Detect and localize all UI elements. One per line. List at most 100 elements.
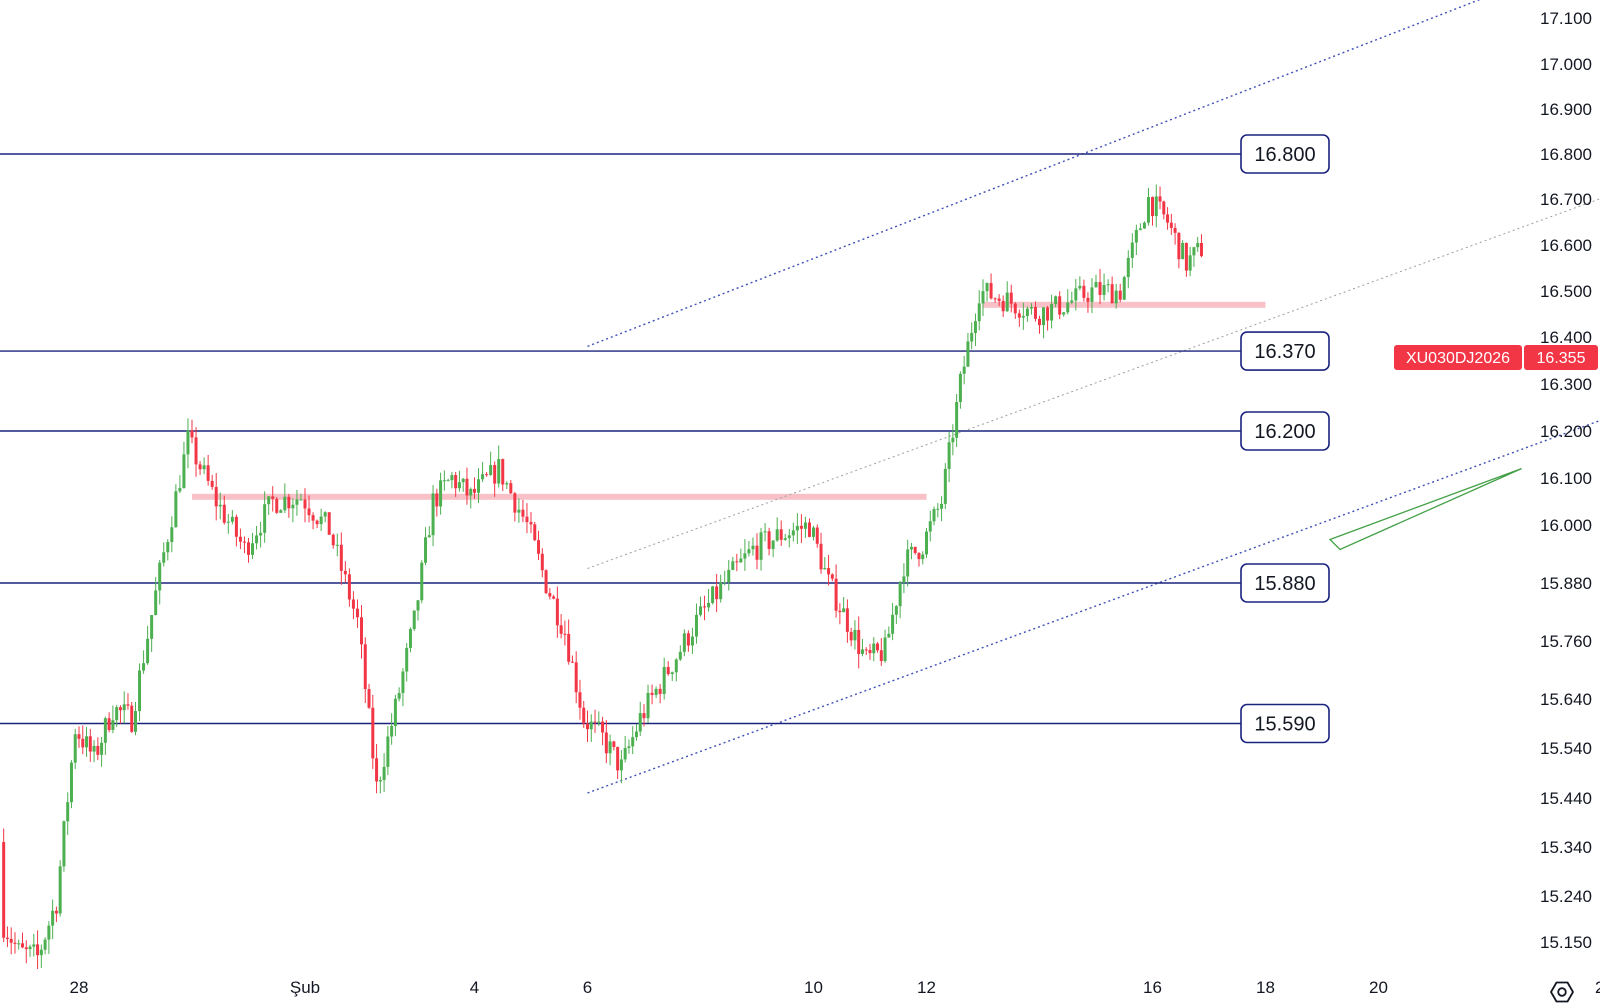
- candle-body: [1134, 229, 1138, 243]
- candle-body: [1005, 292, 1009, 312]
- candle-body: [925, 531, 928, 555]
- candle-body: [868, 649, 872, 654]
- channel-line-lower[interactable]: [587, 398, 1600, 794]
- candle-body: [751, 545, 755, 550]
- candle-body: [238, 536, 242, 542]
- candle-body: [638, 713, 642, 732]
- candle-body: [977, 303, 981, 322]
- candle-body: [473, 488, 476, 493]
- candle-body: [723, 582, 727, 584]
- level-label-box[interactable]: [1240, 563, 1330, 603]
- candle-body: [9, 938, 13, 943]
- y-tick-label: 16.900: [1540, 100, 1592, 119]
- candle-body: [1199, 242, 1203, 257]
- candle-body: [707, 602, 711, 608]
- y-tick-label: 16.600: [1540, 236, 1592, 255]
- candle-body: [43, 939, 47, 950]
- level-label-box[interactable]: [1240, 331, 1330, 371]
- x-tick-label: 18: [1256, 978, 1275, 997]
- candle-body: [1154, 196, 1158, 217]
- candle-body: [887, 633, 891, 638]
- candle-body: [115, 707, 119, 721]
- candle-body: [439, 480, 443, 507]
- candle-body: [1070, 300, 1074, 303]
- candle-body: [287, 496, 291, 509]
- candle-body: [1130, 242, 1134, 258]
- candle-body: [327, 512, 331, 535]
- candle-body: [731, 561, 735, 570]
- wedge-pattern[interactable]: [1328, 467, 1522, 551]
- candle-body: [1126, 257, 1130, 278]
- candle-body: [864, 649, 868, 651]
- candle-body: [88, 736, 92, 752]
- candle-body: [1009, 292, 1013, 304]
- candle-body: [997, 298, 1001, 301]
- candle-body: [1050, 304, 1054, 321]
- candle-body: [593, 721, 597, 723]
- level-label-box[interactable]: [1240, 703, 1330, 744]
- level-label-box[interactable]: [1240, 411, 1330, 451]
- candle-body: [715, 586, 719, 600]
- channel-line-mid[interactable]: [587, 177, 1600, 569]
- candle-body: [682, 633, 686, 652]
- channel-line-upper[interactable]: [587, 0, 1492, 348]
- candle-body: [142, 663, 146, 671]
- candle-body: [570, 661, 574, 663]
- candle-body: [307, 508, 311, 516]
- y-tick-label: 17.100: [1540, 9, 1592, 28]
- y-tick-label: 15.540: [1540, 739, 1592, 758]
- x-tick-label: 6: [583, 978, 592, 997]
- candle-body: [799, 525, 803, 529]
- candle-body: [1118, 290, 1122, 300]
- candle-body: [194, 437, 198, 465]
- candle-body: [343, 570, 347, 575]
- x-tick-label: 28: [70, 978, 89, 997]
- candle-body: [408, 629, 412, 648]
- x-tick-label: 20: [1369, 978, 1388, 997]
- candle-body: [485, 474, 489, 476]
- candle-body: [319, 516, 323, 525]
- candle-body: [477, 479, 481, 493]
- candle-body: [21, 943, 24, 948]
- gear-icon[interactable]: [1550, 981, 1574, 1003]
- candle-body: [1169, 222, 1173, 228]
- y-tick-label: 15.440: [1540, 789, 1592, 808]
- candle-body: [73, 734, 77, 763]
- candle-body: [386, 736, 390, 767]
- candle-body: [1017, 313, 1021, 318]
- y-tick-label: 15.150: [1540, 933, 1592, 952]
- candle-body: [242, 541, 246, 543]
- candle-body: [540, 553, 544, 571]
- candle-body: [1188, 255, 1192, 271]
- candle-body: [1090, 287, 1094, 302]
- candle-body: [315, 520, 319, 525]
- candle-body: [32, 944, 36, 947]
- candle-body: [51, 910, 55, 926]
- candle-body: [174, 491, 178, 528]
- candle-body: [263, 504, 267, 533]
- level-label-box[interactable]: [1240, 134, 1330, 174]
- candle-body: [442, 480, 446, 482]
- candle-body: [206, 465, 210, 481]
- candle-body: [291, 504, 295, 509]
- candle-body: [234, 516, 238, 537]
- candle-body: [1078, 285, 1082, 289]
- candle-body: [416, 600, 420, 611]
- candle-body: [1177, 232, 1181, 260]
- candle-body: [642, 713, 646, 719]
- last-price-tag: 16.355: [1537, 350, 1586, 367]
- candle-body: [2, 842, 6, 938]
- candle-body: [424, 537, 428, 563]
- candle-body: [815, 527, 819, 544]
- candle-body: [1192, 247, 1196, 256]
- candle-body: [247, 542, 250, 555]
- candle-body: [170, 527, 174, 543]
- candle-body: [210, 480, 214, 487]
- candle-body: [842, 608, 846, 613]
- candle-body: [812, 527, 815, 537]
- candle-body: [779, 529, 783, 540]
- candle-body: [271, 496, 275, 499]
- candle-body: [182, 454, 186, 489]
